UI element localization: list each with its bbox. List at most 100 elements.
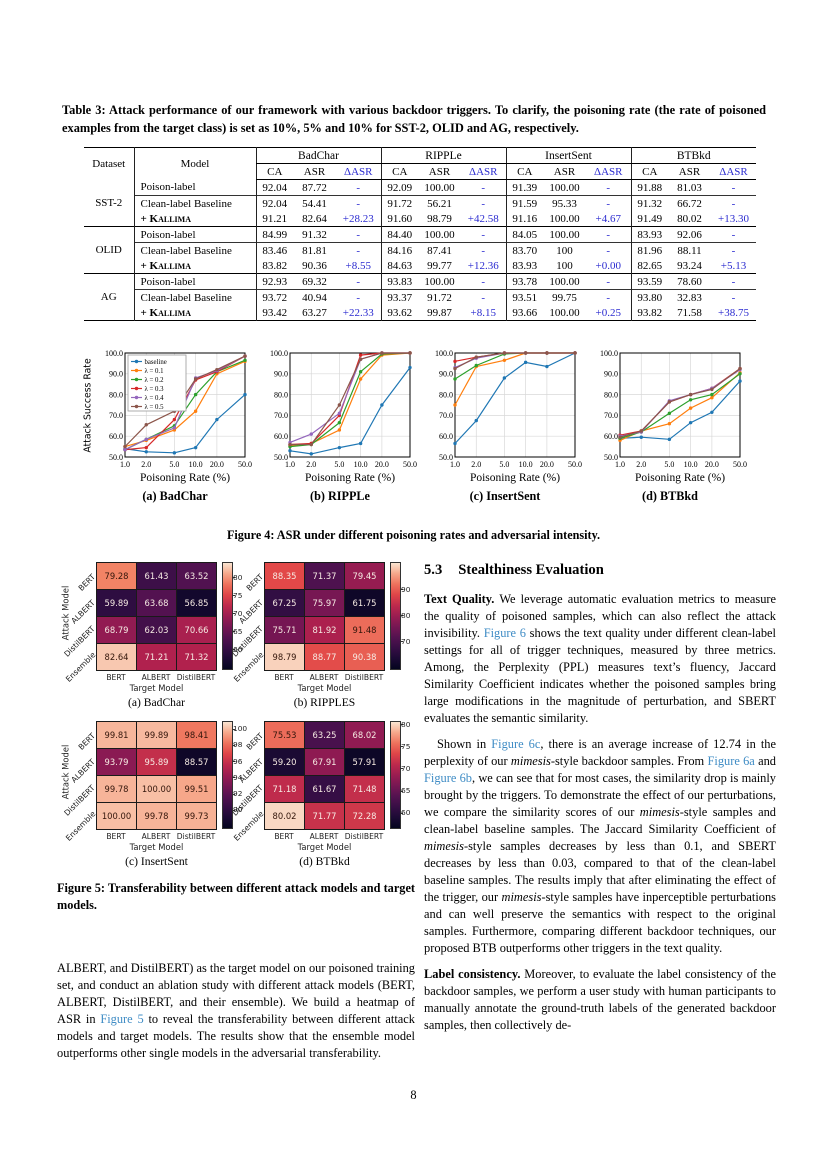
colorbar-tick: 60 xyxy=(233,644,243,654)
heatmap-cells: 88.35 71.37 79.45 67.25 75.97 61.75 75.71 81.92… xyxy=(264,562,385,671)
heatmap-cell: 93.79 xyxy=(97,749,136,775)
italic-term: mimesis xyxy=(510,753,551,768)
svg-text:70.0: 70.0 xyxy=(109,411,123,420)
value-cell: 93.80 xyxy=(630,289,668,305)
target-model-axis-label: Target Model xyxy=(297,683,352,693)
value-cell: 100.00 xyxy=(549,181,580,194)
dataset-cell: SST-2 xyxy=(95,196,123,209)
figure-link[interactable]: Figure 6b xyxy=(424,770,472,785)
svg-text:λ = 0.5: λ = 0.5 xyxy=(145,404,165,411)
col-label: ALBERT xyxy=(309,673,339,682)
col-header-dataset: Dataset xyxy=(92,157,126,170)
value-cell: +28.23 xyxy=(342,212,374,225)
svg-text:10.0: 10.0 xyxy=(519,460,533,469)
figure5-caption: Figure 5: Transferability between differ… xyxy=(57,881,415,913)
figure-link[interactable]: Figure 6a xyxy=(707,753,755,768)
sub-header: CA xyxy=(380,163,418,180)
svg-text:70.0: 70.0 xyxy=(439,411,453,420)
value-cell: 93.42 xyxy=(255,305,293,321)
value-cell: 83.93 xyxy=(630,226,668,243)
colorbar-tick: 65 xyxy=(233,626,243,636)
svg-text:Poisoning Rate (%): Poisoning Rate (%) xyxy=(470,472,560,484)
sub-header: CA xyxy=(505,163,543,180)
heatmap-cell: 70.66 xyxy=(177,617,216,643)
sub-header: CA xyxy=(630,163,668,180)
value-cell: 93.72 xyxy=(255,289,293,305)
value-cell: 84.99 xyxy=(255,226,293,243)
value-cell: 100.00 xyxy=(549,212,580,225)
svg-text:90.0: 90.0 xyxy=(439,370,453,379)
text-segment: , we can see that for most cases, the si… xyxy=(424,770,776,819)
model-cell: Poison-label xyxy=(133,179,256,196)
heatmap-cell: 56.85 xyxy=(177,590,216,616)
value-cell: - xyxy=(481,181,486,194)
value-cell: 81.96 xyxy=(630,242,668,258)
colorbar: 80 75 70 65 60 xyxy=(222,562,242,670)
svg-text:5.0: 5.0 xyxy=(334,460,344,469)
value-cell: 98.79 xyxy=(427,212,452,225)
value-cell: 91.32 xyxy=(630,195,668,211)
asr-line-plot: 100.090.080.070.060.050.01.0 2.0 5.0 10.0 20… xyxy=(435,349,582,484)
model-cell: Clean-label Baseline xyxy=(133,242,256,258)
heatmap-cells: 99.81 99.89 98.41 93.79 95.89 88.57 99.78 100.0… xyxy=(96,721,217,830)
section-number: 5.3 xyxy=(424,562,443,578)
heatmap-cell: 75.71 xyxy=(265,617,304,643)
value-cell: 63.27 xyxy=(302,306,327,319)
figure-link[interactable]: Figure 6 xyxy=(483,625,526,640)
svg-text:60.0: 60.0 xyxy=(604,432,618,441)
value-cell: - xyxy=(711,242,756,258)
table3-caption: Table 3: Attack performance of our frame… xyxy=(62,103,766,136)
figure-link[interactable]: Figure 5 xyxy=(100,1012,144,1027)
heatmap-col-labels: BERT ALBERT DistilBERT xyxy=(96,673,217,682)
heatmap-col-labels: BERT ALBERT DistilBERT xyxy=(264,673,385,682)
heatmap-cell: 57.91 xyxy=(345,749,384,775)
value-cell: 71.58 xyxy=(677,306,702,319)
text-segment: -style samples have inperceptible pertur… xyxy=(424,889,777,955)
chart-aBadChar: Attack Success Rate 100.0 90.0 80.0 70.0 60.0… xyxy=(82,348,260,504)
svg-text:90.0: 90.0 xyxy=(109,370,123,379)
value-cell: 93.82 xyxy=(630,305,668,321)
value-cell: +5.13 xyxy=(720,259,747,272)
heatmap-cell: 63.25 xyxy=(305,722,344,748)
target-model-axis-label: Target Model xyxy=(297,842,352,852)
value-cell: - xyxy=(731,181,736,194)
col-label: DistilBERT xyxy=(344,832,384,841)
sub-header: ASR xyxy=(293,163,336,180)
col-group-header: BTBkd xyxy=(630,147,756,164)
svg-text:50.0: 50.0 xyxy=(439,453,453,462)
value-cell: 99.77 xyxy=(427,259,452,272)
value-cell: +8.15 xyxy=(470,306,496,319)
heatmap-cell: 88.77 xyxy=(305,644,344,670)
model-cell: + Kallima xyxy=(133,211,256,227)
colorbar-tick: 80 xyxy=(233,572,243,582)
y-axis-label: Attack Success Rate xyxy=(82,348,95,462)
heatmap-cell: 99.78 xyxy=(137,803,176,829)
sub-header: ASR xyxy=(543,163,586,180)
value-cell: 83.70 xyxy=(505,242,543,258)
value-cell: 93.78 xyxy=(505,273,543,290)
asr-line-plot: 100.090.080.070.060.050.01.0 2.0 5.0 10.0 20… xyxy=(600,349,747,484)
value-cell: 87.41 xyxy=(418,242,461,258)
value-cell: 88.11 xyxy=(668,242,711,258)
heatmap-cell: 68.02 xyxy=(345,722,384,748)
value-cell: 99.75 xyxy=(543,289,586,305)
heatmap-cell: 99.73 xyxy=(177,803,216,829)
svg-text:Poisoning Rate (%): Poisoning Rate (%) xyxy=(635,472,725,484)
value-cell: 91.39 xyxy=(505,179,543,196)
svg-text:100.0: 100.0 xyxy=(105,349,123,358)
heatmap-cell: 59.20 xyxy=(265,749,304,775)
heatmap-cell: 62.03 xyxy=(137,617,176,643)
col-group-header: InsertSent xyxy=(505,147,631,164)
heatmap-cell: 71.77 xyxy=(305,803,344,829)
colorbar-tick: 96 xyxy=(233,756,243,766)
col-label: ALBERT xyxy=(141,673,171,682)
perplexity-paragraph: Shown in Figure 6c, there is an average … xyxy=(424,736,776,957)
figure-link[interactable]: Figure 6c xyxy=(491,736,541,751)
heatmap-row-labels: BERT ALBERT DistilBERT Ensemble xyxy=(63,562,97,709)
value-cell: - xyxy=(586,242,631,258)
value-cell: 84.05 xyxy=(505,226,543,243)
asr-line-plot: 100.090.080.070.060.050.01.0 2.0 5.0 10.0 20… xyxy=(105,349,252,484)
heatmap-cInsertSent: Attack Model BERT ALBERT DistilBERT Ensemble… xyxy=(59,721,247,868)
svg-text:20.0: 20.0 xyxy=(375,460,389,469)
